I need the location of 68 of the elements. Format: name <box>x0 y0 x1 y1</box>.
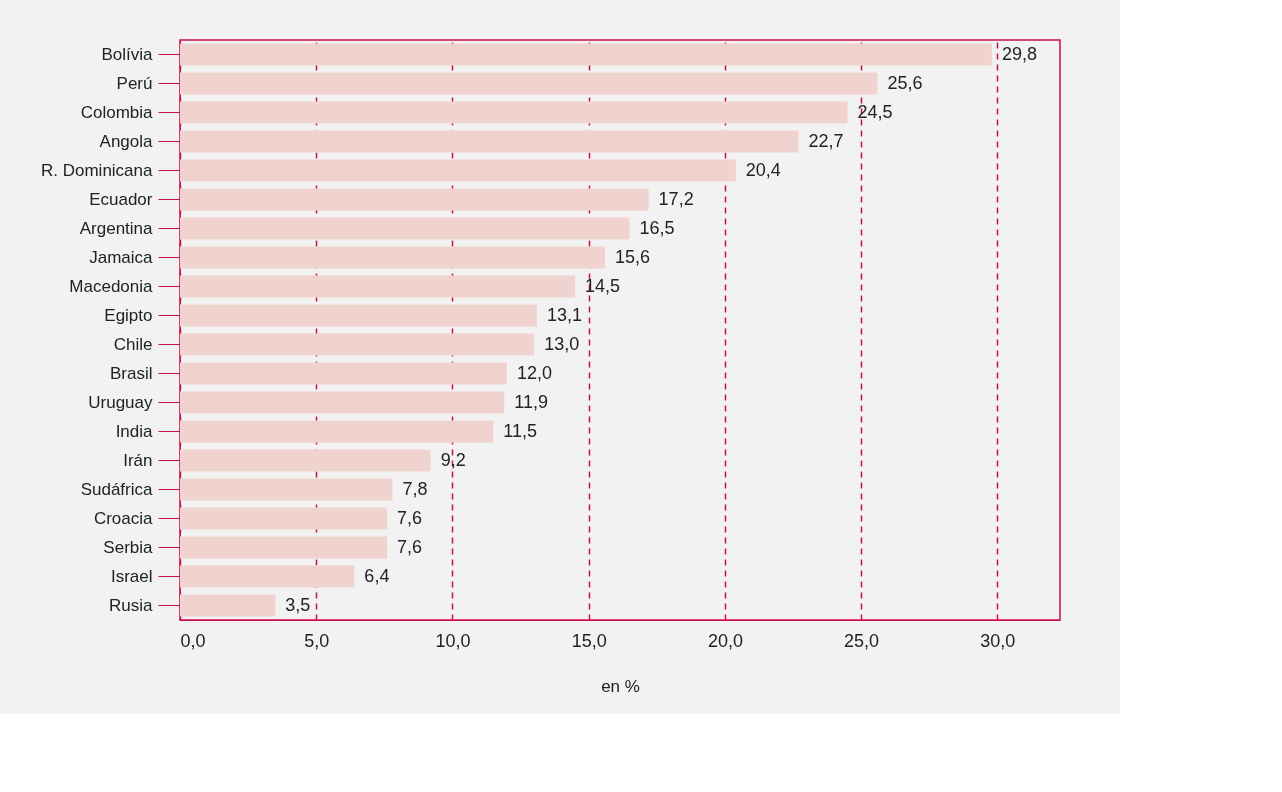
bar <box>180 333 535 356</box>
bar <box>180 565 355 588</box>
bar <box>180 217 630 240</box>
bar <box>180 507 388 530</box>
data-label: 11,5 <box>503 420 538 441</box>
x-tick-label: 20,0 <box>707 630 743 651</box>
data-label: 13,1 <box>546 304 582 325</box>
data-label: 3,5 <box>285 594 311 615</box>
data-label: 20,4 <box>745 159 781 180</box>
data-label: 7,6 <box>397 536 423 557</box>
y-tick-label: Rusia <box>109 595 154 615</box>
y-tick-label: Argentina <box>79 218 154 238</box>
y-tick-label: Bolívia <box>101 44 154 64</box>
x-tick-label: 10,0 <box>435 630 471 651</box>
bar <box>180 43 992 66</box>
y-tick-label: Serbia <box>103 537 154 557</box>
bar <box>180 304 537 327</box>
data-label: 29,8 <box>1001 43 1037 64</box>
y-tick-label: Jamaica <box>89 247 154 267</box>
data-label: 7,8 <box>402 478 428 499</box>
bar <box>180 159 736 182</box>
bar <box>180 246 606 269</box>
bar <box>180 275 576 298</box>
bar <box>180 362 507 385</box>
y-tick-label: Uruguay <box>88 392 153 412</box>
data-label: 22,7 <box>808 130 844 151</box>
y-tick-label: India <box>115 421 154 441</box>
y-tick-label: Sudáfrica <box>80 479 154 499</box>
data-label: 17,2 <box>658 188 694 209</box>
bar <box>180 391 505 414</box>
bar <box>180 594 276 617</box>
y-tick-label: Brasil <box>109 363 153 383</box>
y-tick-label: Egipto <box>104 305 153 325</box>
y-tick-label: R. Dominicana <box>41 160 154 180</box>
data-label: 15,6 <box>615 246 651 267</box>
y-tick-label: Angola <box>99 131 154 151</box>
bar <box>180 72 878 95</box>
data-label: 16,5 <box>639 217 675 238</box>
bar <box>180 478 393 501</box>
bar <box>180 188 649 211</box>
data-label: 25,6 <box>887 72 923 93</box>
data-label: 9,2 <box>440 449 466 470</box>
bar <box>180 536 388 559</box>
data-label: 14,5 <box>585 275 621 296</box>
x-tick-label: 30,0 <box>980 630 1016 651</box>
bar <box>180 130 799 153</box>
data-label: 6,4 <box>364 565 390 586</box>
x-axis-title: en % <box>601 676 640 696</box>
x-tick-label: 25,0 <box>844 630 880 651</box>
y-tick-label: Perú <box>116 73 153 93</box>
data-label: 12,0 <box>516 362 552 383</box>
bar <box>180 101 848 124</box>
bar <box>180 420 494 443</box>
y-tick-label: Ecuador <box>89 189 153 209</box>
y-tick-label: Croacia <box>93 508 154 528</box>
bar <box>180 449 431 472</box>
y-tick-label: Macedonia <box>69 276 154 296</box>
y-tick-label: Chile <box>113 334 153 354</box>
data-label: 7,6 <box>397 507 423 528</box>
x-tick-label: 0,0 <box>180 630 206 651</box>
y-tick-label: Israel <box>110 566 153 586</box>
data-label: 24,5 <box>857 101 893 122</box>
data-label: 13,0 <box>544 333 580 354</box>
y-tick-label: Irán <box>123 450 153 470</box>
y-tick-label: Colombia <box>80 102 154 122</box>
data-label: 11,9 <box>514 391 548 412</box>
x-tick-label: 15,0 <box>571 630 607 651</box>
x-tick-label: 5,0 <box>304 630 330 651</box>
